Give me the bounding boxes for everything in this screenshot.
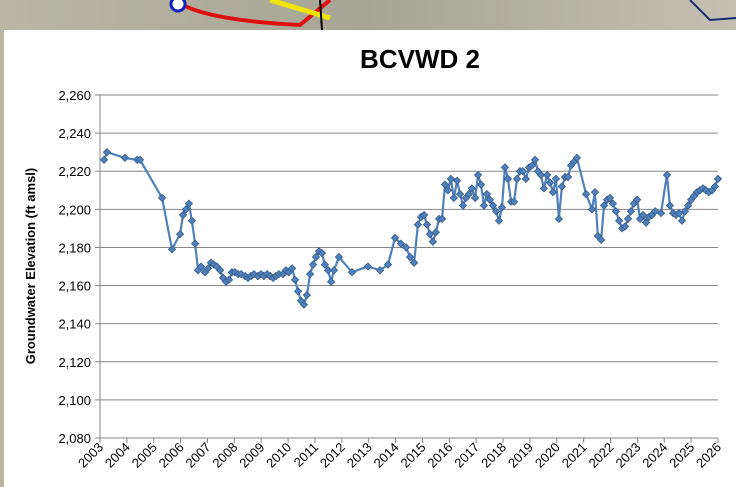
y-tick-label: 2,100 (58, 393, 91, 408)
y-tick-label: 2,180 (58, 240, 91, 255)
y-tick-label: 2,200 (58, 202, 91, 217)
chart-title: BCVWD 2 (360, 44, 480, 74)
y-tick-label: 2,160 (58, 279, 91, 294)
y-tick-label: 2,080 (58, 431, 91, 446)
screenshot: BCVWD 2 Groundwater Elevation (ft amsl) … (0, 0, 736, 487)
y-axis-label: Groundwater Elevation (ft amsl) (23, 168, 38, 364)
chart-panel (4, 30, 736, 487)
y-tick-label: 2,240 (58, 126, 91, 141)
y-tick-label: 2,140 (58, 317, 91, 332)
y-tick-label: 2,220 (58, 164, 91, 179)
y-tick-label: 2,120 (58, 355, 91, 370)
y-tick-label: 2,260 (58, 88, 91, 103)
